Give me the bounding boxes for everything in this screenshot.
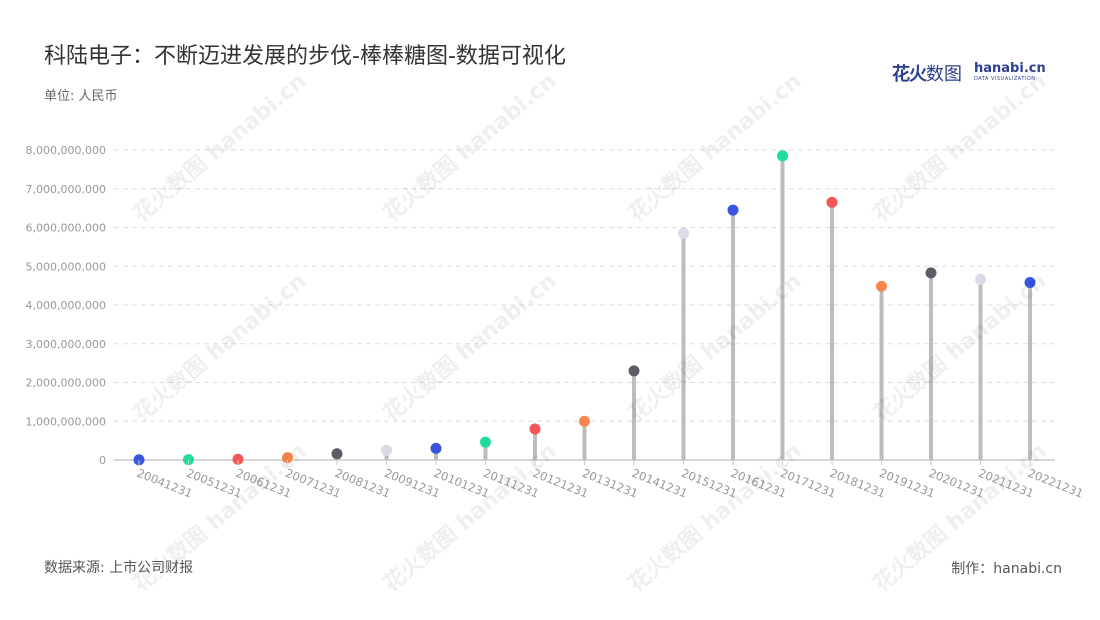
dots-layer [133, 150, 1036, 466]
y-tick-label: 2,000,000,000 [26, 377, 106, 390]
x-tick-label: 20101231 [432, 466, 492, 501]
lollipop-dot [826, 196, 838, 208]
lollipop-dot [579, 415, 590, 427]
y-tick-label: 3,000,000,000 [26, 338, 106, 351]
credit: 制作：hanabi.cn [951, 561, 1062, 577]
lollipop-dot [480, 436, 491, 448]
unit-label: 单位: 人民币 [44, 89, 118, 104]
y-tick-label: 8,000,000,000 [26, 144, 106, 157]
x-tick-label: 20191231 [877, 466, 937, 501]
x-tick-label: 20221231 [1026, 466, 1086, 501]
logo-cn-rest: 数图 [926, 64, 962, 85]
y-axis-ticks: 0 1,000,000,000 2,000,000,000 3,000,000,000… [26, 144, 106, 467]
y-tick-label: 7,000,000,000 [26, 183, 106, 196]
lollipop-dot [529, 423, 541, 435]
grid-layer [114, 149, 1055, 461]
lollipop-dot [777, 150, 788, 162]
x-tick-label: 20121231 [531, 466, 591, 501]
x-tick-label: 20051231 [184, 466, 244, 501]
lollipop-dot [232, 453, 244, 465]
x-axis-ticks: 2004123120051231200612312007123120081231… [135, 460, 1086, 501]
lollipop-dot [975, 273, 986, 285]
x-tick-label: 20181231 [828, 466, 888, 501]
data-source: 数据来源: 上市公司财报 [44, 560, 194, 576]
logo-sub: DATA VISUALIZATION [974, 76, 1036, 82]
y-tick-label: 4,000,000,000 [26, 299, 106, 312]
x-tick-label: 20061231 [234, 466, 294, 501]
lollipop-dot [628, 365, 640, 377]
x-tick-label: 20161231 [729, 466, 789, 501]
lollipop-dot [183, 454, 194, 466]
x-tick-label: 20211231 [976, 466, 1036, 501]
y-tick-label: 5,000,000,000 [26, 260, 106, 273]
logo-en: hanabi.cn [974, 61, 1046, 76]
lollipop-dot [282, 452, 293, 464]
lollipop-dot [727, 204, 739, 216]
x-tick-label: 20131231 [580, 466, 640, 501]
lollipop-dot [430, 442, 442, 454]
x-tick-label: 20141231 [630, 466, 690, 501]
x-tick-label: 20041231 [135, 466, 195, 501]
x-tick-label: 20151231 [679, 466, 739, 501]
lollipop-dot [1024, 277, 1036, 289]
lollipop-dot [925, 267, 937, 279]
x-tick-label: 20171231 [778, 466, 838, 501]
y-tick-label: 1,000,000,000 [26, 415, 106, 428]
x-tick-label: 20081231 [333, 466, 393, 501]
y-tick-label: 6,000,000,000 [26, 222, 106, 235]
x-tick-label: 20071231 [283, 466, 343, 501]
y-tick-label: 0 [99, 454, 106, 467]
x-tick-label: 20091231 [382, 466, 442, 501]
logo-cn-main: 花火 [892, 64, 927, 85]
chart-title: 科陆电子：不断迈进发展的步伐-棒棒糖图-数据可视化 [44, 44, 566, 69]
lollipop-dot [331, 448, 343, 460]
lollipop-dot [381, 444, 392, 456]
hanabi-logo: 花火数图 hanabi.cn DATA VISUALIZATION [892, 60, 1046, 86]
x-tick-label: 20201231 [927, 466, 987, 501]
lollipop-dot [876, 280, 887, 292]
x-tick-label: 20111231 [481, 466, 541, 501]
stems-layer [137, 155, 1032, 460]
lollipop-dot [678, 227, 689, 239]
lollipop-dot [133, 454, 145, 466]
